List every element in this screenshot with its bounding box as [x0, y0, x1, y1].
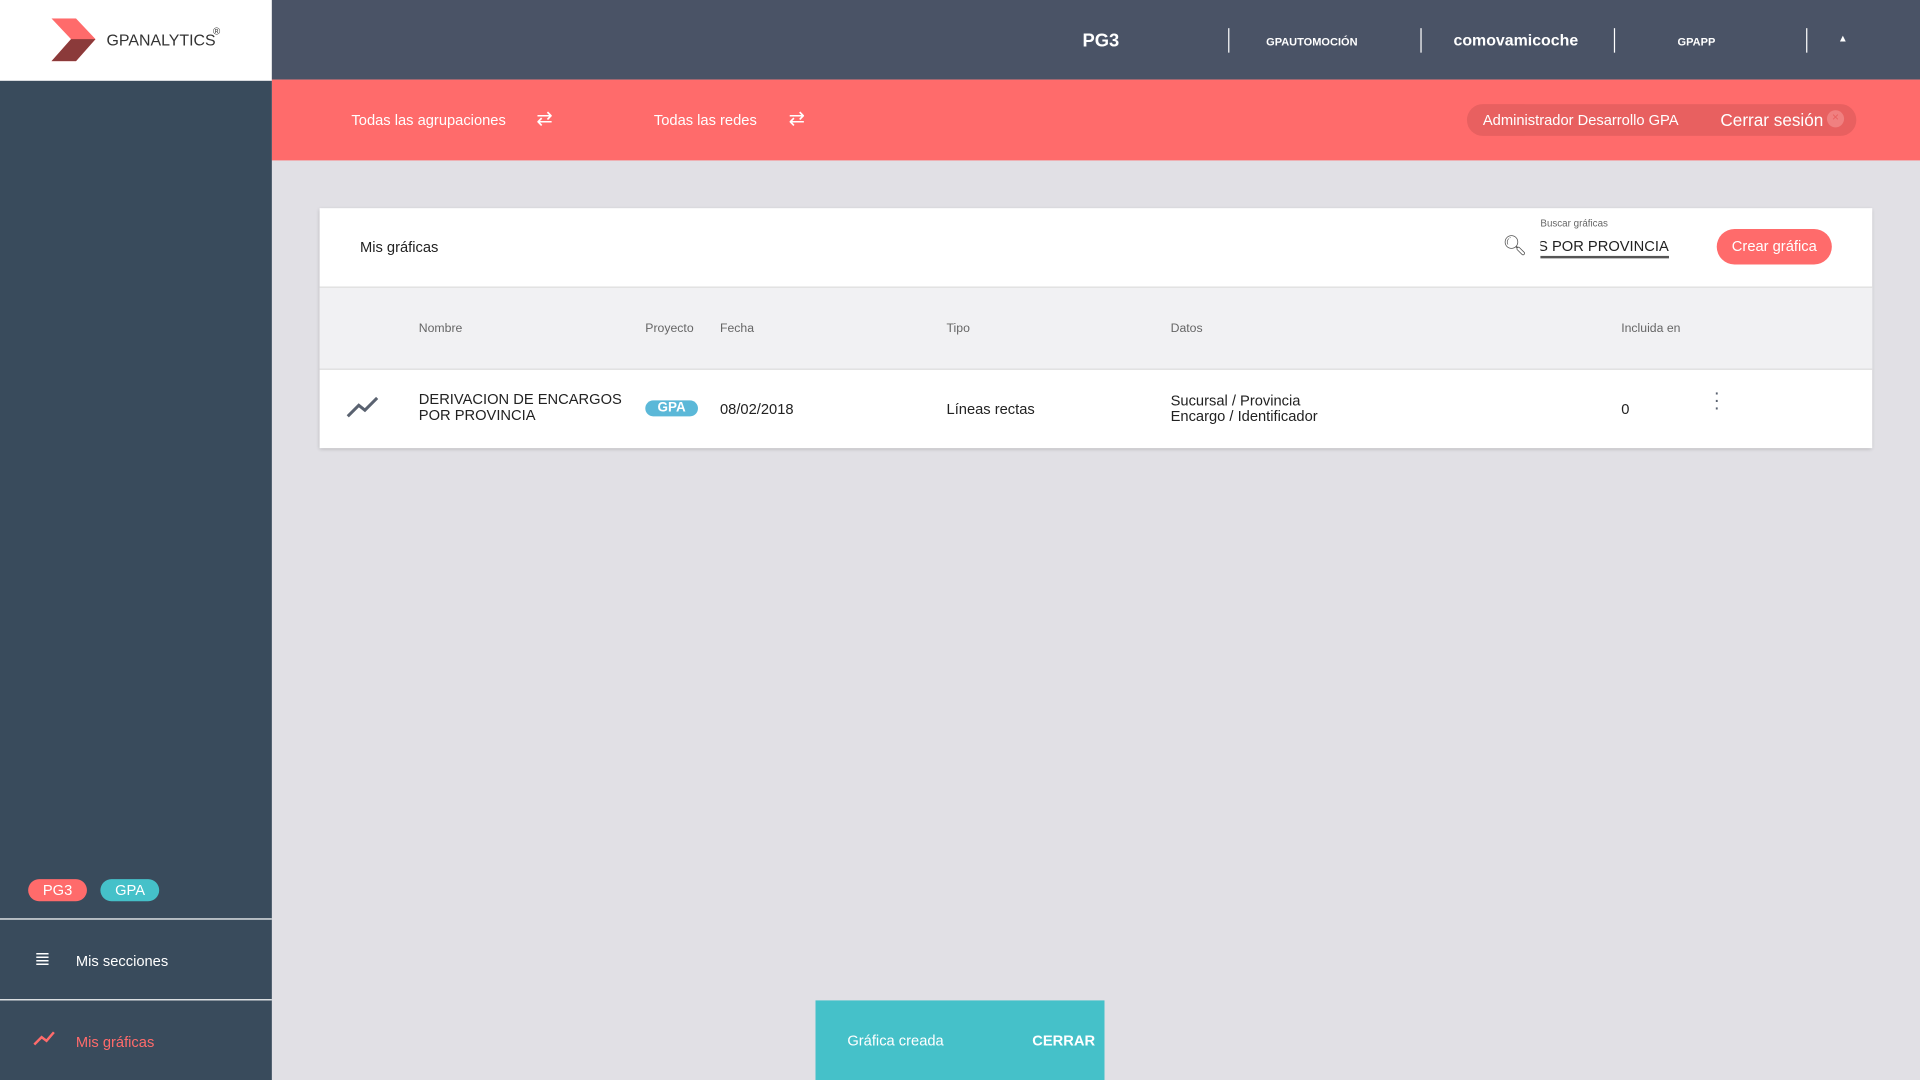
divider [0, 999, 272, 1001]
brand-comovamicoche[interactable]: comovamicoche [1453, 30, 1579, 49]
column-header[interactable]: Datos [1170, 322, 1203, 336]
divider [1228, 28, 1230, 53]
brand-gpapp[interactable]: GPAPP [1677, 35, 1716, 48]
divider [0, 918, 272, 920]
table-row[interactable]: DERIVACION DE ENCARGOS POR PROVINCIA GPA… [320, 369, 1873, 449]
brand-pg3[interactable]: PG3 [1082, 30, 1120, 52]
logout-button[interactable]: Cerrar sesión [1720, 110, 1824, 130]
chart-data-2: Encargo / Identificador [1170, 407, 1318, 425]
sidebar-item-mis-graficas[interactable]: Mis gráficas [0, 1000, 272, 1080]
tag-pg3[interactable]: PG3 [28, 879, 87, 902]
logo-text: GPANALYTICS [106, 30, 216, 49]
chart-data-1: Sucursal / Provincia [1170, 391, 1301, 409]
sidebar-item-mis-secciones[interactable]: ≣ Mis secciones [0, 920, 272, 1000]
snackbar-message: Gráfica creada [847, 1032, 944, 1050]
column-header[interactable]: Fecha [720, 322, 755, 336]
column-header[interactable]: Nombre [418, 322, 463, 336]
included-count: 0 [1621, 400, 1630, 418]
search-input[interactable]: DERIVACION DE ENCARGOS POR PROVINCIA [1540, 235, 1669, 259]
card-title: Mis gráficas [360, 238, 439, 256]
logo[interactable]: GPANALYTICS ® [0, 0, 272, 81]
line-chart-icon [346, 396, 379, 418]
brand-gpautomocion[interactable]: GPAUTOMOCIÓN [1266, 35, 1358, 48]
list-icon: ≣ [34, 948, 51, 970]
divider [1806, 28, 1808, 53]
create-chart-button[interactable]: Crear gráfica [1716, 228, 1832, 265]
filter-redes[interactable]: Todas las redes [653, 111, 757, 129]
column-header[interactable]: Proyecto [645, 322, 694, 336]
swap-icon[interactable]: ⇄ [788, 108, 805, 130]
search-label: Buscar gráficas [1540, 217, 1608, 229]
chart-type: Líneas rectas [946, 400, 1035, 418]
more-vert-icon[interactable]: · · · [1713, 383, 1720, 419]
search-value: DERIVACION DE ENCARGOS POR PROVINCIA [1540, 237, 1669, 255]
chart-date: 08/02/2018 [720, 400, 794, 418]
filter-bar: Todas las agrupaciones ⇄ Todas las redes… [271, 79, 1920, 161]
line-chart-icon [33, 1031, 55, 1046]
filter-agrupaciones[interactable]: Todas las agrupaciones [351, 111, 506, 129]
top-bar: PG3 GPAUTOMOCIÓN comovamicoche GPAPP ▲ [271, 0, 1920, 80]
sidebar-item-label: Mis secciones [75, 952, 169, 970]
gpanalytics-logo-icon [51, 18, 96, 62]
column-header[interactable]: Incluida en [1621, 322, 1681, 336]
sidebar-item-label: Mis gráficas [75, 1033, 155, 1051]
column-header[interactable]: Tipo [946, 322, 970, 336]
close-icon[interactable]: × [1826, 110, 1845, 128]
search-icon[interactable]: 🔍︎ [1502, 236, 1528, 258]
chart-name[interactable]: DERIVACION DE ENCARGOS POR PROVINCIA [418, 390, 622, 424]
snackbar-close-button[interactable]: CERRAR [1032, 1032, 1096, 1050]
project-badge: GPA [645, 400, 698, 417]
table-header: Nombre Proyecto Fecha Tipo Datos Incluid… [319, 286, 1873, 370]
tag-gpa[interactable]: GPA [100, 879, 160, 902]
sidebar: PG3 GPA ≣ Mis secciones Mis gráficas [0, 80, 272, 1080]
snackbar: Gráfica creada CERRAR [815, 1000, 1105, 1080]
caret-up-icon[interactable]: ▲ [1837, 33, 1848, 45]
divider [1420, 28, 1422, 53]
divider [1613, 28, 1616, 53]
user-pill: Administrador Desarrollo GPA Cerrar sesi… [1466, 104, 1857, 136]
registered-mark: ® [213, 25, 221, 37]
charts-card: Mis gráficas 🔍︎ Buscar gráficas DERIVACI… [319, 208, 1873, 449]
swap-icon[interactable]: ⇄ [536, 108, 553, 130]
user-name: Administrador Desarrollo GPA [1482, 111, 1679, 129]
